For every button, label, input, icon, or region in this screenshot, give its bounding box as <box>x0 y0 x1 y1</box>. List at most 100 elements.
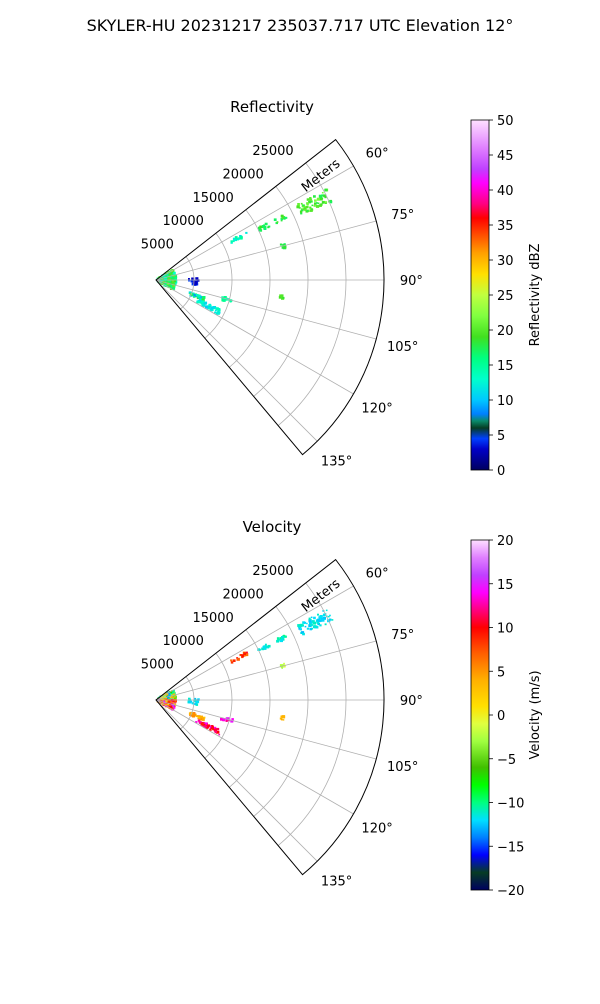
echo-gate <box>297 624 301 627</box>
echo-gate <box>323 617 326 620</box>
echo-gate <box>198 721 202 724</box>
echo-gate <box>194 293 197 296</box>
echo-gate <box>317 613 319 616</box>
echo-gate <box>209 308 213 311</box>
echo-gate <box>172 691 175 694</box>
colorbar-tick-label: 10 <box>497 622 514 637</box>
echo-gate <box>280 715 284 718</box>
echo-gate <box>329 200 333 204</box>
echo-gate <box>172 271 176 275</box>
echo-gate <box>280 718 283 721</box>
azimuth-tick-label: 120° <box>361 822 392 837</box>
azimuth-gridline <box>155 220 377 281</box>
echo-gate <box>225 719 228 722</box>
echo-gate <box>258 648 261 651</box>
azimuth-gridline <box>155 640 377 701</box>
range-ring <box>180 256 195 310</box>
echo-gate <box>240 235 243 238</box>
echo-gate <box>193 293 196 296</box>
colorbar-tick-label: 10 <box>497 394 514 409</box>
echo-gate <box>331 619 334 621</box>
echo-gate <box>200 302 203 305</box>
echo-gate <box>192 702 195 704</box>
range-ring <box>277 162 347 426</box>
echo-gate <box>222 299 226 302</box>
echo-gate <box>319 195 323 198</box>
echo-gate <box>329 618 332 621</box>
echo-gate <box>227 717 231 720</box>
echo-gate <box>314 625 316 627</box>
echo-gate <box>306 622 308 625</box>
azimuth-gridline <box>155 699 377 760</box>
echo-gate <box>190 713 193 717</box>
echo-gate <box>173 276 178 280</box>
echo-gate <box>220 717 224 721</box>
echo-gate <box>170 702 173 705</box>
azimuth-tick-label: 105° <box>387 340 418 355</box>
echo-gate <box>229 299 233 302</box>
echo-gate <box>209 304 212 308</box>
echo-gate <box>328 615 330 618</box>
panel-title: Velocity <box>243 518 302 536</box>
echo-gate <box>282 719 285 721</box>
echo-gate <box>209 725 212 728</box>
echo-gate <box>324 188 328 192</box>
echo-gate <box>321 192 324 194</box>
echo-gate <box>303 621 307 624</box>
echo-gate <box>304 625 307 628</box>
echo-gate <box>263 227 267 230</box>
echo-gate <box>298 627 301 630</box>
echo-gate <box>166 276 169 279</box>
echo-gate <box>258 229 261 232</box>
echo-gate <box>173 282 176 285</box>
echo-gate <box>195 715 199 718</box>
echo-gate <box>167 273 170 276</box>
colorbar-tick-label: −5 <box>497 753 516 768</box>
echo-gate <box>197 719 200 722</box>
echo-gate <box>259 229 263 232</box>
echo-gate <box>172 700 175 702</box>
echo-gate <box>169 275 173 278</box>
echo-gate <box>162 274 166 278</box>
echo-gate <box>308 200 311 204</box>
echo-gate <box>169 701 172 703</box>
echo-gate <box>211 725 214 728</box>
echo-gate <box>196 279 200 282</box>
echo-gate <box>283 662 285 665</box>
azimuth-tick-label: 75° <box>391 628 414 643</box>
echo-gate <box>239 235 242 238</box>
colorbar-label: Reflectivity dBZ <box>528 244 543 347</box>
echo-gate <box>281 667 283 669</box>
echo-gate <box>203 716 206 719</box>
echo-gate <box>196 301 199 304</box>
echo-gate <box>230 240 233 243</box>
echo-gate <box>190 279 194 283</box>
echo-gate <box>171 274 173 276</box>
echo-gate <box>321 201 325 204</box>
echo-gate <box>280 219 283 222</box>
colorbar-tick-label: −15 <box>497 840 524 855</box>
echo-gate <box>189 293 192 296</box>
echo-gate <box>167 691 171 695</box>
echo-gate <box>215 307 219 311</box>
echo-gate <box>192 295 196 298</box>
echo-gate <box>280 218 283 221</box>
echo-gate <box>308 617 311 620</box>
echo-gate <box>296 205 300 209</box>
echo-gate <box>191 277 195 281</box>
echo-gate <box>283 665 286 668</box>
echo-gate <box>303 207 307 211</box>
echo-gate <box>299 210 303 213</box>
echo-gate <box>281 636 285 639</box>
echo-gate <box>279 717 283 720</box>
azimuth-gridline <box>155 699 318 862</box>
echo-gate <box>321 197 324 200</box>
echo-gate <box>315 625 319 629</box>
echo-gate <box>172 274 175 277</box>
echo-gate <box>267 644 271 648</box>
echo-gate <box>239 236 243 240</box>
echo-gate <box>171 281 174 284</box>
echo-gate <box>163 277 167 280</box>
range-tick-label: 5000 <box>141 658 174 673</box>
